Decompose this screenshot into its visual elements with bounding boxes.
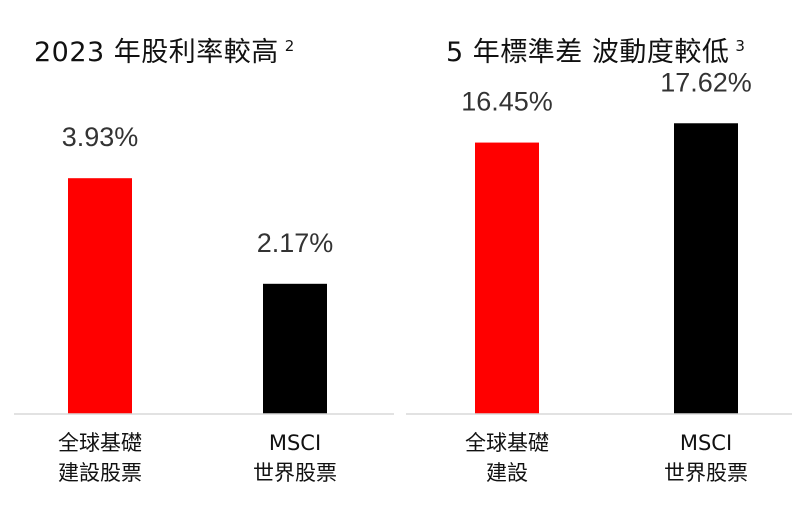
data-label: 3.93% [62,122,139,152]
footnote-marker: 2 [284,37,295,55]
chart-title-dividend-yield: 2023 年股利率較高 2 [34,30,295,69]
data-label: 17.62% [660,67,752,97]
bar [674,123,738,415]
category-label: 全球基礎 [58,431,142,455]
category-label: MSCI [269,431,321,455]
category-label: 全球基礎 [465,431,549,455]
bar [68,178,132,414]
bar [475,142,539,414]
chart-title-text: 5 年標準差 波動度較低 [446,37,730,68]
chart-panel-dividend-yield: 2023 年股利率較高 2 3.93% 全球基礎建設股票 2.17% MSCI 世界股票 [14,30,394,485]
footnote-marker: 3 [735,37,746,55]
bar [263,283,327,414]
category-label: 建設股票 [58,461,142,485]
category-label: 世界股票 [664,461,748,485]
data-label: 2.17% [257,228,334,258]
chart-title-text: 2023 年股利率較高 [34,37,279,68]
data-label: 16.45% [461,87,553,117]
category-label: MSCI [680,431,732,455]
category-label: 世界股票 [253,461,337,485]
category-label: 建設 [486,461,528,485]
chart-panel-volatility: 5 年標準差 波動度較低 3 16.45% 全球基礎建設 17.62% MSCI 世界股票 [400,0,800,525]
chart-title-volatility: 5 年標準差 波動度較低 3 [446,30,745,69]
